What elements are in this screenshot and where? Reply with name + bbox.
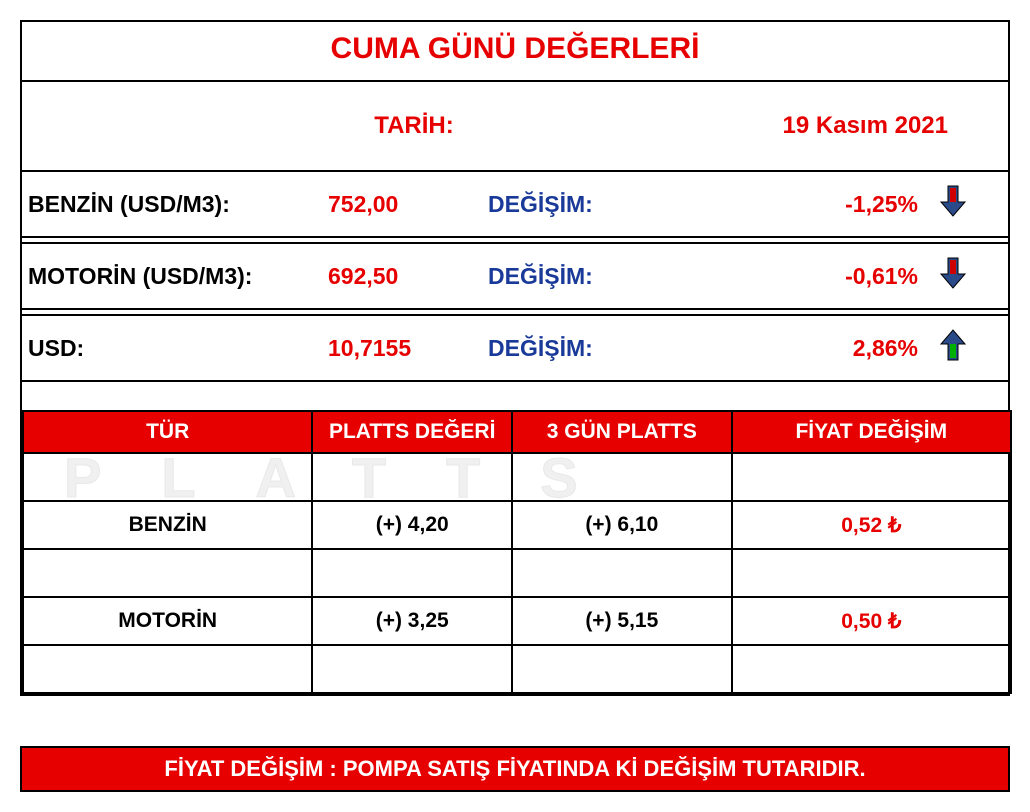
table-cell: BENZİN (23, 501, 312, 549)
separator (22, 236, 1008, 244)
metric-change-label: DEĞİŞİM: (488, 335, 728, 362)
table-cell (312, 549, 512, 597)
metric-value: 692,50 (328, 263, 488, 290)
metric-change-value: -1,25% (728, 191, 928, 218)
metric-change-label: DEĞİŞİM: (488, 191, 728, 218)
table-cell (312, 645, 512, 693)
table-row-empty: PLATTS (23, 453, 1011, 501)
table-cell: (+) 4,20 (312, 501, 512, 549)
table-cell: 0,52 ₺ (732, 501, 1011, 549)
table-cell (512, 645, 732, 693)
page-title: CUMA GÜNÜ DEĞERLERİ (22, 22, 1008, 82)
table-header: FİYAT DEĞİŞİM (732, 411, 1011, 453)
metric-change-label: DEĞİŞİM: (488, 263, 728, 290)
metric-row-benzin: BENZİN (USD/M3): 752,00 DEĞİŞİM: -1,25% (22, 172, 1008, 236)
metric-label: BENZİN (USD/M3): (28, 191, 328, 218)
separator (22, 308, 1008, 316)
table-cell (512, 549, 732, 597)
metric-change-value: -0,61% (728, 263, 928, 290)
spacer (42, 112, 374, 140)
table-row-empty (23, 645, 1011, 693)
watermark-text: PLATTS (24, 452, 311, 502)
table-cell: MOTORİN (23, 597, 312, 645)
table-header-row: TÜR PLATTS DEĞERİ 3 GÜN PLATTS FİYAT DEĞ… (23, 411, 1011, 453)
table-header: PLATTS DEĞERİ (312, 411, 512, 453)
metric-label: MOTORİN (USD/M3): (28, 263, 328, 290)
metric-label: USD: (28, 335, 328, 362)
metric-value: 752,00 (328, 191, 488, 218)
table-row-empty (23, 549, 1011, 597)
table-cell: (+) 3,25 (312, 597, 512, 645)
table-cell: (+) 5,15 (512, 597, 732, 645)
arrow-up-icon (928, 328, 978, 368)
footer-banner: FİYAT DEĞİŞİM : POMPA SATIŞ FİYATINDA Kİ… (20, 746, 1010, 792)
main-panel: CUMA GÜNÜ DEĞERLERİ TARİH: 19 Kasım 2021… (20, 20, 1010, 696)
metric-value: 10,7155 (328, 335, 488, 362)
date-label: TARİH: (374, 112, 646, 140)
table-cell (23, 645, 312, 693)
table-row: BENZİN (+) 4,20 (+) 6,10 0,52 ₺ (23, 501, 1011, 549)
table-cell (23, 549, 312, 597)
table-header: TÜR (23, 411, 312, 453)
metric-change-value: 2,86% (728, 335, 928, 362)
table-row: MOTORİN (+) 3,25 (+) 5,15 0,50 ₺ (23, 597, 1011, 645)
arrow-down-icon (928, 184, 978, 224)
table-cell (312, 453, 512, 501)
price-table: TÜR PLATTS DEĞERİ 3 GÜN PLATTS FİYAT DEĞ… (22, 410, 1012, 694)
table-header: 3 GÜN PLATTS (512, 411, 732, 453)
date-row: TARİH: 19 Kasım 2021 (22, 82, 1008, 172)
table-cell (732, 645, 1011, 693)
metric-row-usd: USD: 10,7155 DEĞİŞİM: 2,86% (22, 316, 1008, 380)
date-value: 19 Kasım 2021 (646, 112, 988, 140)
table-cell: PLATTS (23, 453, 312, 501)
table-cell: (+) 6,10 (512, 501, 732, 549)
table-cell: 0,50 ₺ (732, 597, 1011, 645)
separator (22, 380, 1008, 382)
table-cell (732, 549, 1011, 597)
metric-row-motorin: MOTORİN (USD/M3): 692,50 DEĞİŞİM: -0,61% (22, 244, 1008, 308)
table-cell (732, 453, 1011, 501)
arrow-down-icon (928, 256, 978, 296)
table-cell (512, 453, 732, 501)
